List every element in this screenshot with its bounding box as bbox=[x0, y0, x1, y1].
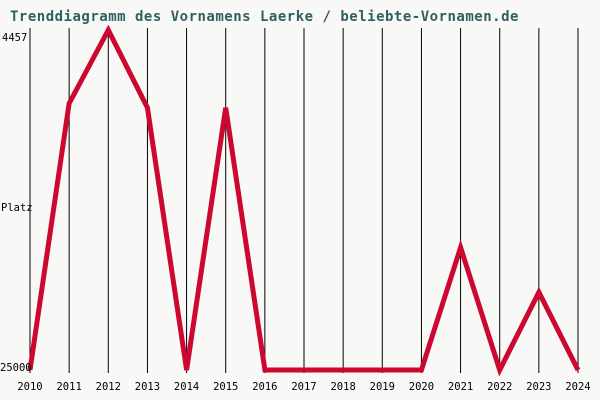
y-axis-top-label: 4457 bbox=[2, 32, 27, 44]
x-tick-label: 2021 bbox=[448, 381, 473, 393]
x-tick-label: 2018 bbox=[330, 381, 355, 393]
x-tick-label: 2017 bbox=[291, 381, 316, 393]
x-tick-label: 2015 bbox=[213, 381, 238, 393]
x-tick-label: 2019 bbox=[370, 381, 395, 393]
x-tick-label: 2022 bbox=[487, 381, 512, 393]
x-tick-label: 2012 bbox=[96, 381, 121, 393]
x-tick-label: 2011 bbox=[56, 381, 81, 393]
x-tick-label: 2023 bbox=[526, 381, 551, 393]
x-tick-label: 2016 bbox=[252, 381, 277, 393]
y-axis-bottom-label: 25000 bbox=[0, 362, 32, 374]
x-tick-label: 2013 bbox=[135, 381, 160, 393]
trend-line bbox=[27, 24, 581, 377]
x-tick-label: 2010 bbox=[17, 381, 42, 393]
x-tick-label: 2014 bbox=[174, 381, 199, 393]
x-tick-label: 2024 bbox=[565, 381, 590, 393]
chart-title: Trenddiagramm des Vornamens Laerke / bel… bbox=[10, 9, 519, 25]
y-axis-title: Platz bbox=[1, 202, 33, 214]
x-tick-label: 2020 bbox=[409, 381, 434, 393]
